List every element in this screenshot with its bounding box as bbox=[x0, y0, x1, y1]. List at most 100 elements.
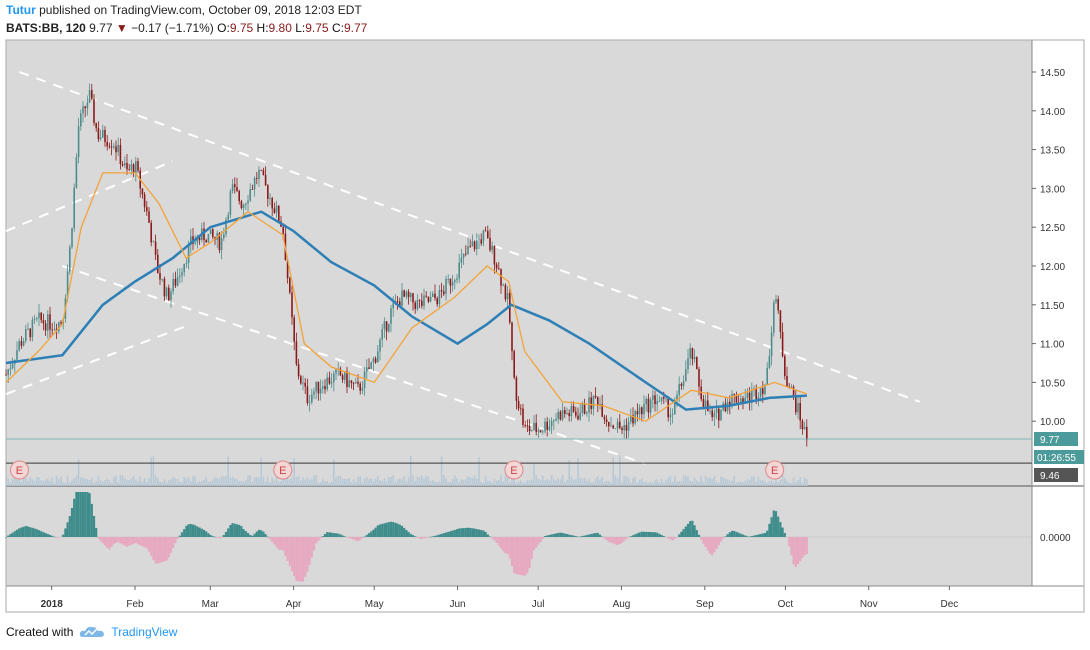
volume-bar bbox=[102, 481, 104, 486]
earnings-marker[interactable] bbox=[9, 460, 29, 480]
candle-body bbox=[735, 394, 738, 403]
candle-body bbox=[775, 299, 777, 303]
volume-bar bbox=[25, 478, 27, 486]
oscillator-bar bbox=[271, 537, 274, 542]
volume-bar bbox=[625, 476, 628, 486]
volume-bar bbox=[561, 475, 564, 486]
candle-body bbox=[157, 254, 159, 273]
candle-body bbox=[429, 296, 432, 302]
oscillator-bar bbox=[796, 537, 800, 565]
candle-body bbox=[181, 272, 183, 276]
oscillator-bar bbox=[728, 532, 731, 537]
price-axis[interactable]: 14.50 14.00 13.50 13.00 12.50 12.00 11.50 11.00… bbox=[1032, 68, 1065, 428]
oscillator-bar bbox=[273, 537, 276, 545]
oscillator-bar bbox=[695, 530, 698, 537]
candle-body bbox=[698, 369, 700, 387]
volume-bar bbox=[53, 482, 56, 486]
oscillator-bar bbox=[546, 535, 549, 537]
volume-bar bbox=[733, 476, 735, 486]
candle-body bbox=[610, 425, 612, 427]
volume-bar bbox=[88, 480, 91, 486]
candle-body bbox=[465, 253, 467, 255]
candle-body bbox=[38, 312, 40, 318]
volume-bar bbox=[579, 477, 581, 486]
volume-bar bbox=[682, 475, 685, 486]
candle-body bbox=[528, 425, 531, 432]
oscillator-bar bbox=[257, 529, 261, 537]
oscillator-bar bbox=[130, 537, 133, 545]
volume-bar bbox=[368, 479, 370, 486]
candle-body bbox=[203, 228, 205, 240]
trendlines[interactable] bbox=[5, 71, 921, 465]
price-tick-label: 10.50 bbox=[1040, 378, 1065, 389]
volume-bar bbox=[548, 480, 551, 486]
oscillator-bar bbox=[667, 537, 670, 539]
trendline[interactable] bbox=[19, 71, 921, 403]
volume-bar bbox=[91, 477, 93, 486]
candle-body bbox=[731, 394, 733, 406]
earnings-marker[interactable] bbox=[273, 460, 293, 480]
oscillator-bar bbox=[590, 534, 593, 537]
oscillator-bar bbox=[781, 527, 784, 537]
oscillator-bar bbox=[455, 529, 459, 537]
oscillator-bar bbox=[367, 533, 371, 537]
oscillator-bar bbox=[658, 533, 661, 537]
volume-bar bbox=[564, 482, 566, 486]
oscillator-bar bbox=[15, 529, 19, 537]
candle-body bbox=[660, 397, 663, 402]
candle-body bbox=[36, 317, 38, 320]
volume-bar bbox=[493, 478, 496, 486]
candle-body bbox=[60, 322, 62, 324]
tradingview-link[interactable]: TradingView bbox=[111, 625, 178, 639]
earnings-marker[interactable] bbox=[504, 460, 524, 480]
volume-bar bbox=[357, 476, 359, 486]
candle-body bbox=[421, 300, 423, 307]
author-name[interactable]: Tutur bbox=[6, 3, 36, 17]
oscillator-bar bbox=[634, 534, 637, 537]
candle-body bbox=[784, 356, 786, 376]
trendline[interactable] bbox=[62, 265, 646, 465]
volume-bar bbox=[7, 478, 9, 486]
oscillator-bar bbox=[801, 537, 804, 559]
volume-bar bbox=[652, 482, 654, 486]
candle-body bbox=[161, 278, 163, 280]
candle-body bbox=[511, 322, 513, 352]
volume-bar bbox=[454, 475, 456, 486]
oscillator-bar bbox=[788, 537, 791, 547]
candle-body bbox=[423, 295, 425, 307]
volume-bar bbox=[341, 478, 344, 486]
volume-bar bbox=[660, 478, 663, 486]
oscillator-bar bbox=[477, 529, 481, 537]
candle-body bbox=[377, 351, 379, 363]
candle-body bbox=[273, 208, 276, 213]
volume-bar bbox=[73, 478, 75, 486]
oscillator-bar bbox=[328, 532, 331, 537]
oscillator-bar bbox=[400, 525, 404, 537]
oscillator-bar bbox=[651, 532, 654, 537]
candle-body bbox=[44, 323, 47, 331]
oscillator-bar bbox=[33, 528, 36, 537]
volume-bar bbox=[227, 456, 229, 486]
oscillator-bar bbox=[620, 537, 624, 543]
volume-bar bbox=[284, 476, 287, 486]
oscillator-bar bbox=[114, 537, 118, 543]
volume-bar bbox=[641, 478, 643, 486]
candle-body bbox=[603, 416, 606, 420]
volume-bar bbox=[445, 478, 447, 486]
oscillator-bar bbox=[464, 527, 467, 537]
candle-body bbox=[113, 146, 115, 148]
time-axis[interactable]: 2018 Feb Mar Apr May Jun Jul Aug Sep Oct Nov Dec bbox=[41, 586, 959, 610]
trendline[interactable] bbox=[5, 323, 192, 395]
trendline[interactable] bbox=[5, 160, 174, 233]
volume-bar bbox=[183, 477, 185, 486]
time-tick-label: May bbox=[365, 599, 384, 610]
oscillator-zero-label: 0.0000 bbox=[1040, 533, 1071, 544]
volume-bar bbox=[559, 479, 562, 486]
candle-body bbox=[317, 381, 320, 394]
candle-body bbox=[405, 291, 408, 297]
volume-bar bbox=[14, 475, 16, 486]
earnings-marker[interactable] bbox=[765, 460, 785, 480]
oscillator-bar bbox=[587, 534, 591, 537]
